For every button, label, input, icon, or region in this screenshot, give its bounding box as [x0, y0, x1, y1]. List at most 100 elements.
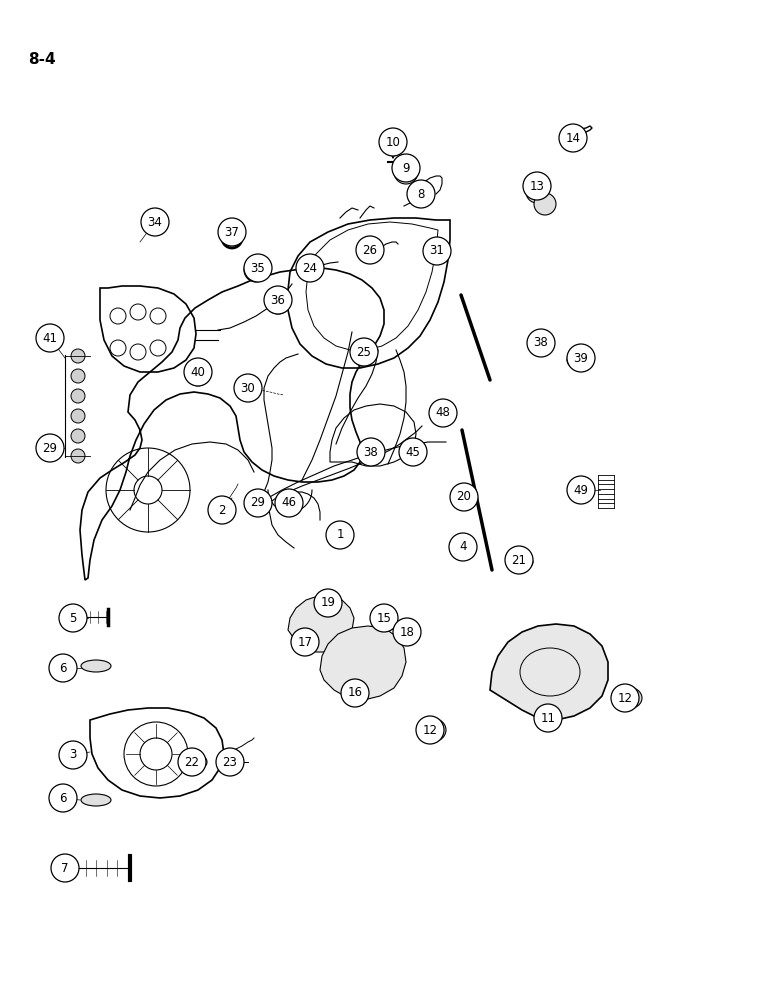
Ellipse shape	[376, 610, 392, 630]
Ellipse shape	[567, 351, 591, 369]
Circle shape	[314, 589, 342, 617]
Circle shape	[244, 489, 272, 517]
Text: 24: 24	[303, 261, 317, 274]
Text: 8-4: 8-4	[28, 52, 56, 67]
Circle shape	[71, 449, 85, 463]
Circle shape	[71, 409, 85, 423]
Ellipse shape	[301, 259, 319, 281]
Circle shape	[350, 338, 378, 366]
Circle shape	[559, 124, 587, 152]
Text: 12: 12	[618, 692, 632, 704]
Text: 41: 41	[42, 332, 57, 344]
Text: 13: 13	[530, 180, 544, 192]
Circle shape	[534, 704, 562, 732]
Ellipse shape	[614, 687, 642, 709]
Polygon shape	[490, 624, 608, 720]
Text: 6: 6	[59, 662, 66, 674]
Polygon shape	[288, 596, 354, 652]
Ellipse shape	[455, 487, 473, 509]
Circle shape	[71, 369, 85, 383]
Ellipse shape	[361, 241, 379, 263]
Text: 36: 36	[270, 294, 286, 306]
Circle shape	[184, 358, 212, 386]
Circle shape	[326, 521, 354, 549]
Text: 29: 29	[250, 496, 266, 510]
Text: 18: 18	[400, 626, 415, 639]
Circle shape	[216, 748, 244, 776]
Ellipse shape	[398, 625, 414, 643]
Text: 3: 3	[69, 748, 76, 762]
Circle shape	[392, 154, 420, 182]
Circle shape	[296, 254, 324, 282]
Ellipse shape	[361, 443, 381, 461]
Circle shape	[71, 389, 85, 403]
Circle shape	[244, 258, 268, 282]
Text: 21: 21	[512, 554, 527, 566]
Text: 15: 15	[377, 611, 391, 624]
Text: 26: 26	[363, 243, 378, 256]
Circle shape	[505, 546, 533, 574]
Circle shape	[291, 628, 319, 656]
Circle shape	[36, 324, 64, 352]
Text: 9: 9	[402, 161, 410, 174]
Text: 19: 19	[320, 596, 336, 609]
Polygon shape	[320, 626, 406, 700]
Circle shape	[71, 349, 85, 363]
Text: 38: 38	[533, 336, 548, 350]
Ellipse shape	[403, 443, 423, 461]
Circle shape	[59, 604, 87, 632]
Ellipse shape	[81, 794, 111, 806]
Text: 7: 7	[61, 861, 69, 874]
Text: 35: 35	[251, 261, 266, 274]
Text: 4: 4	[459, 540, 467, 554]
Circle shape	[611, 684, 639, 712]
Text: 48: 48	[435, 406, 450, 420]
Text: 8: 8	[418, 188, 425, 200]
Text: 49: 49	[574, 484, 588, 496]
Circle shape	[275, 489, 303, 517]
Text: 40: 40	[191, 365, 205, 378]
Ellipse shape	[455, 539, 469, 557]
Text: 5: 5	[69, 611, 76, 624]
Circle shape	[234, 374, 262, 402]
Text: 14: 14	[566, 131, 581, 144]
Circle shape	[208, 496, 236, 524]
Circle shape	[379, 128, 407, 156]
Ellipse shape	[507, 554, 533, 570]
Circle shape	[450, 483, 478, 511]
Ellipse shape	[320, 598, 336, 614]
Circle shape	[178, 748, 206, 776]
Circle shape	[567, 344, 595, 372]
Circle shape	[218, 218, 246, 246]
Text: 30: 30	[241, 381, 256, 394]
Circle shape	[356, 236, 384, 264]
Ellipse shape	[221, 752, 243, 768]
Circle shape	[36, 434, 64, 462]
Circle shape	[51, 854, 79, 882]
Text: 25: 25	[357, 346, 371, 359]
Circle shape	[264, 286, 292, 314]
Ellipse shape	[433, 404, 453, 422]
Text: 37: 37	[225, 226, 239, 238]
Text: 2: 2	[218, 504, 225, 516]
Circle shape	[49, 654, 77, 682]
Text: 16: 16	[347, 686, 363, 700]
Circle shape	[357, 438, 385, 466]
Circle shape	[523, 172, 551, 200]
Text: 6: 6	[59, 792, 66, 804]
Circle shape	[527, 329, 555, 357]
Circle shape	[416, 716, 444, 744]
Circle shape	[393, 618, 421, 646]
Circle shape	[534, 193, 556, 215]
Circle shape	[49, 784, 77, 812]
Text: 45: 45	[405, 446, 421, 458]
Text: 17: 17	[297, 636, 313, 648]
Circle shape	[71, 429, 85, 443]
Text: 23: 23	[222, 756, 238, 768]
Circle shape	[399, 438, 427, 466]
Text: 12: 12	[422, 724, 438, 736]
Text: 38: 38	[364, 446, 378, 458]
Circle shape	[141, 208, 169, 236]
Circle shape	[407, 180, 435, 208]
Ellipse shape	[185, 754, 207, 770]
